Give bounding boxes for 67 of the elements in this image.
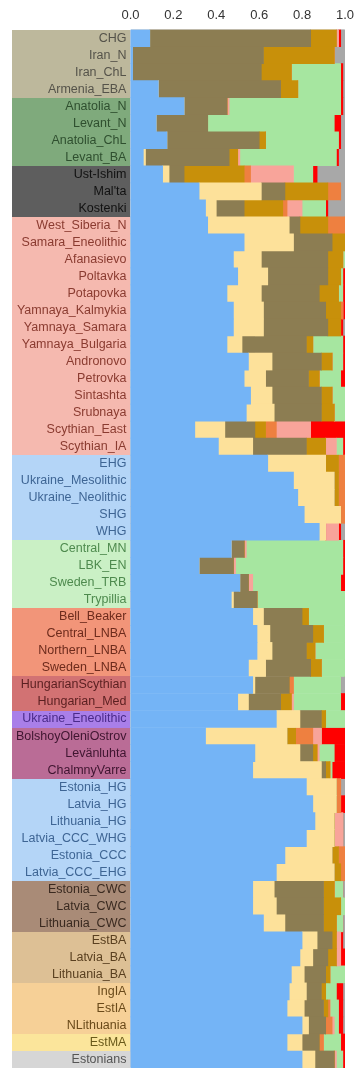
x-tick-label: 0.8 bbox=[293, 7, 312, 23]
y-tick-label: IngIA bbox=[97, 983, 128, 998]
y-tick-label: Central_LNBA bbox=[46, 626, 128, 641]
y-tick-label: NLithuania bbox=[66, 1017, 127, 1032]
y-tick-label: ChalmnyVarre bbox=[47, 762, 127, 777]
y-tick-label: Armenia_EBA bbox=[47, 81, 128, 96]
y-tick-label: Afanasievo bbox=[64, 251, 127, 266]
y-tick-label: Bell_Beaker bbox=[59, 609, 127, 624]
y-tick-label: Estonia_CWC bbox=[47, 881, 127, 896]
y-tick-label: SHG bbox=[99, 507, 127, 522]
y-tick-label: Latvia_BA bbox=[69, 949, 128, 964]
x-tick-label: 1.0 bbox=[335, 7, 355, 23]
y-tick-label: Estonians bbox=[71, 1051, 127, 1066]
y-tick-label: Srubnaya bbox=[72, 405, 127, 420]
y-tick-label: Central_MN bbox=[59, 541, 127, 556]
y-tick-label: West_Siberia_N bbox=[36, 217, 127, 232]
y-tick-label: Petrovka bbox=[77, 371, 127, 386]
y-tick-label: Lithuania_BA bbox=[52, 966, 128, 981]
y-tick-label: Ust-Ishim bbox=[73, 166, 127, 181]
y-tick-label: CHG bbox=[98, 30, 127, 45]
y-tick-label: Yamnaya_Bulgaria bbox=[21, 336, 127, 351]
y-tick-label: Scythian_IA bbox=[59, 439, 128, 454]
y-tick-label: EstMA bbox=[89, 1034, 128, 1049]
x-tick-label: 0.0 bbox=[121, 7, 140, 23]
y-tick-label: Northern_LNBA bbox=[38, 643, 128, 658]
y-tick-label: Iran_ChL bbox=[75, 64, 127, 79]
y-tick-label: Iran_N bbox=[88, 47, 127, 62]
y-tick-label: Latvia_CCC_WHG bbox=[21, 830, 127, 845]
y-tick-label: BolshoyOleniOstrov bbox=[15, 728, 128, 743]
y-tick-label: Latvia_CCC_EHG bbox=[25, 864, 127, 879]
y-tick-label: Yamnaya_Kalmykia bbox=[16, 302, 127, 317]
y-tick-label: Ukraine_Neolithic bbox=[28, 490, 127, 505]
y-tick-label: Hungarian_Med bbox=[37, 694, 127, 709]
y-tick-label: Potapovka bbox=[67, 285, 127, 300]
y-tick-label: EstIA bbox=[96, 1000, 128, 1015]
y-tick-label: Kostenki bbox=[78, 200, 127, 215]
y-tick-label: Ukraine_Mesolithic bbox=[20, 473, 127, 488]
x-tick-label: 0.4 bbox=[207, 7, 226, 23]
y-tick-label: Sweden_LNBA bbox=[41, 660, 128, 675]
y-tick-label: Sintashta bbox=[74, 388, 127, 403]
y-tick-label: EstBA bbox=[91, 932, 128, 947]
y-tick-label: Levänluhta bbox=[65, 745, 127, 760]
y-tick-label: Poltavka bbox=[78, 268, 127, 283]
y-tick-label: Andronovo bbox=[65, 354, 127, 368]
y-tick-label: Anatolia_ChL bbox=[51, 132, 127, 147]
x-tick-label: 0.6 bbox=[250, 7, 269, 23]
y-tick-label: Latvia_CWC bbox=[56, 898, 127, 913]
y-tick-label: Mal'ta bbox=[93, 183, 127, 198]
y-tick-label: Scythian_East bbox=[46, 422, 127, 437]
y-tick-label: Levant_BA bbox=[65, 149, 128, 164]
y-tick-label: Levant_N bbox=[72, 115, 127, 130]
y-tick-label: Sweden_TRB bbox=[49, 575, 127, 590]
y-tick-label: Yamnaya_Samara bbox=[23, 319, 127, 334]
y-tick-label: Ukraine_Eneolithic bbox=[22, 711, 127, 726]
y-tick-label: LBK_EN bbox=[78, 558, 127, 573]
x-tick-label: 0.2 bbox=[164, 7, 183, 23]
y-tick-label: HungarianScythian bbox=[20, 677, 127, 692]
y-tick-label: Lithuania_CWC bbox=[38, 915, 127, 930]
y-tick-label: Anatolia_N bbox=[65, 98, 127, 113]
y-tick-label: EHG bbox=[99, 456, 127, 471]
y-tick-label: Estonia_CCC bbox=[50, 847, 127, 862]
y-tick-label: Trypillia bbox=[83, 592, 127, 607]
y-tick-label: Latvia_HG bbox=[67, 796, 127, 811]
y-tick-label: WHG bbox=[95, 524, 127, 539]
y-tick-label: Estonia_HG bbox=[59, 779, 127, 794]
y-tick-label: Lithuania_HG bbox=[50, 813, 127, 828]
y-tick-label: Samara_Eneolithic bbox=[21, 234, 127, 249]
